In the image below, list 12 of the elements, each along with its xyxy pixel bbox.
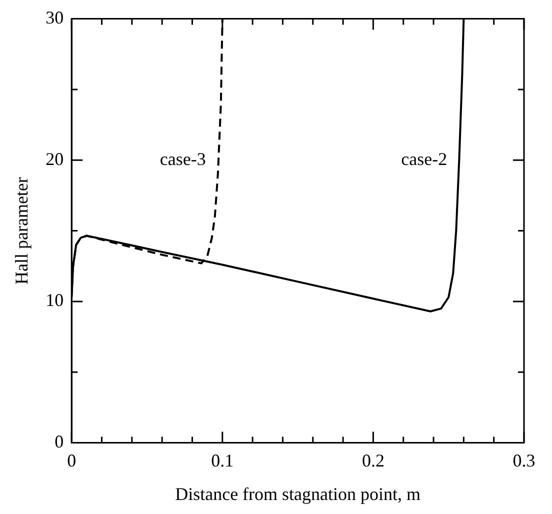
y-tick-label: 30: [46, 8, 64, 28]
x-tick-label: 0.2: [362, 450, 384, 470]
y-axis-title: Hall parameter: [12, 177, 32, 285]
x-tick-label: 0.3: [512, 450, 536, 470]
x-axis-title: Distance from stagnation point, m: [175, 484, 421, 504]
series-label: case-3: [160, 148, 206, 169]
x-tick-label: 0: [67, 450, 76, 470]
y-tick-label: 20: [46, 148, 64, 169]
y-tick-label: 10: [46, 290, 64, 310]
x-tick-label: 0.1: [211, 450, 234, 470]
series-label: case-2: [401, 148, 448, 169]
y-tick-label: 0: [54, 432, 64, 452]
